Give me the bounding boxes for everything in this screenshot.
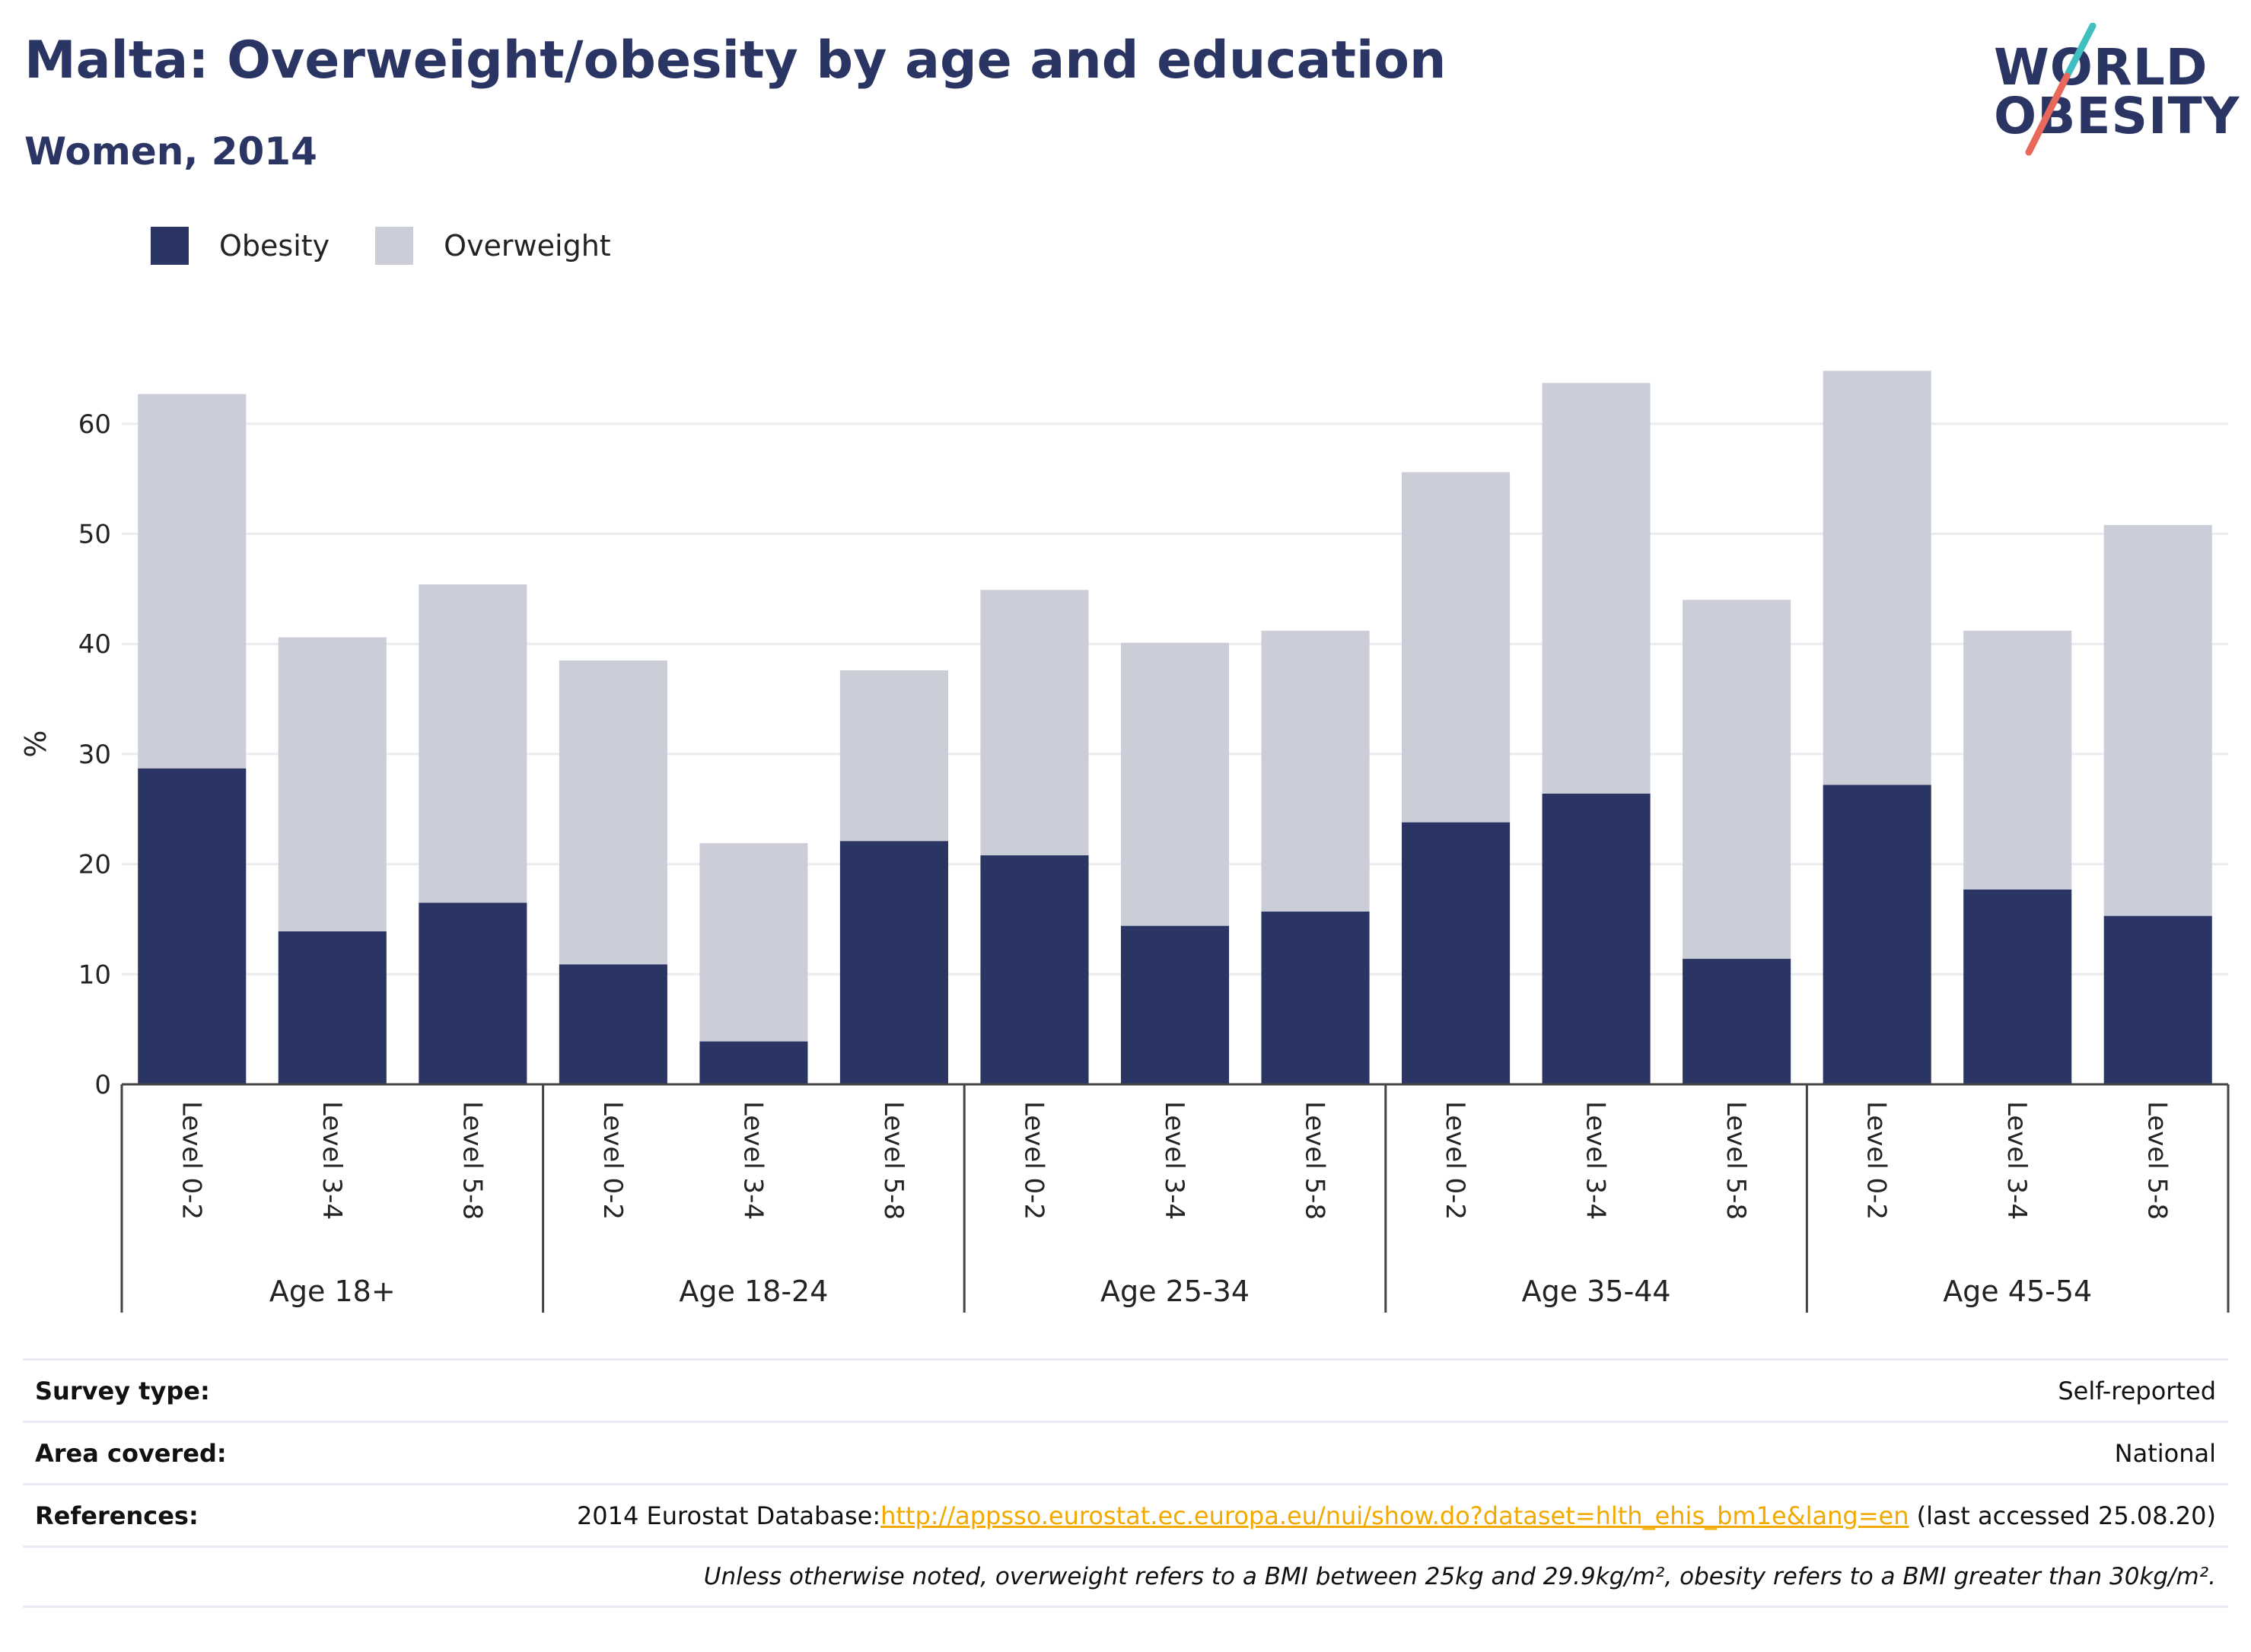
bar-overweight[interactable] [2103, 524, 2212, 916]
references-label: References: [35, 1501, 199, 1530]
bar-obesity[interactable] [2103, 915, 2212, 1084]
chart-title: Malta: Overweight/obesity by age and edu… [24, 30, 1447, 91]
bar-obesity[interactable] [1120, 925, 1230, 1084]
references-link[interactable]: http://appsso.eurostat.ec.europa.eu/nui/… [880, 1501, 1909, 1530]
bar-obesity[interactable] [1683, 959, 1791, 1084]
x-tick-label: Level 0-2 [1861, 1101, 1892, 1220]
group-label: Age 18-24 [679, 1275, 828, 1308]
bar-obesity[interactable] [839, 841, 948, 1084]
x-tick-label: Level 5-8 [1300, 1101, 1330, 1220]
info-row-references: References: 2014 Eurostat Database:http:… [23, 1483, 2228, 1545]
y-tick-label: 30 [78, 740, 111, 770]
bar-overweight[interactable] [559, 660, 667, 965]
bar-overweight[interactable] [1120, 642, 1230, 926]
legend-label-obesity: Obesity [219, 229, 330, 263]
bar-overweight[interactable] [1683, 600, 1791, 960]
group-label: Age 35-44 [1522, 1275, 1671, 1308]
legend-swatch-overweight [375, 227, 414, 265]
bar-obesity[interactable] [419, 902, 527, 1084]
references-prefix: 2014 Eurostat Database: [576, 1501, 881, 1530]
bar-overweight[interactable] [1542, 383, 1651, 794]
bar-obesity[interactable] [1823, 785, 1931, 1084]
bar-obesity[interactable] [980, 855, 1089, 1084]
x-tick-label: Level 5-8 [878, 1101, 909, 1220]
legend-item-obesity[interactable]: Obesity [151, 227, 330, 265]
x-tick-label: Level 5-8 [1721, 1101, 1751, 1220]
bar-obesity[interactable] [138, 768, 247, 1084]
logo-text-world: WORLD [1994, 38, 2208, 97]
bar-obesity[interactable] [1542, 794, 1651, 1084]
bar-obesity[interactable] [278, 931, 387, 1084]
bar-obesity[interactable] [1963, 889, 2072, 1084]
x-tick-label: Level 3-4 [317, 1101, 347, 1220]
bar-overweight[interactable] [1402, 472, 1511, 823]
group-label: Age 18+ [269, 1275, 396, 1308]
legend-label-overweight: Overweight [444, 229, 611, 263]
bar-overweight[interactable] [980, 590, 1089, 856]
axes: 0 10 20 30 40 50 60 Level 0-2 Level 3-4 Level 5-8… [78, 409, 2230, 1313]
x-tick-label: Level 5-8 [2142, 1101, 2173, 1220]
info-row-area-covered: Area covered: National [23, 1421, 2228, 1483]
group-label: Age 45-54 [1943, 1275, 2092, 1308]
legend-swatch-obesity [151, 227, 189, 265]
legend-item-overweight[interactable]: Overweight [375, 227, 611, 265]
y-axis-title: % [19, 730, 53, 757]
world-obesity-logo: WORLD OBESITY [1979, 23, 2239, 160]
info-table: Survey type: Self-reported Area covered:… [23, 1358, 2228, 1608]
bar-overweight[interactable] [1823, 371, 1931, 785]
bar-obesity[interactable] [699, 1041, 808, 1084]
info-row-note: Unless otherwise noted, overweight refer… [23, 1545, 2228, 1608]
area-covered-value: National [2114, 1438, 2216, 1468]
y-tick-label: 60 [78, 409, 111, 440]
group-label: Age 25-34 [1100, 1275, 1250, 1308]
x-tick-label: Level 3-4 [2001, 1101, 2032, 1220]
y-tick-label: 40 [78, 629, 111, 660]
survey-type-label: Survey type: [35, 1376, 210, 1405]
bar-overweight[interactable] [1261, 630, 1370, 912]
definition-note: Unless otherwise noted, overweight refer… [703, 1563, 2216, 1590]
y-tick-label: 10 [78, 960, 111, 990]
references-value: 2014 Eurostat Database:http://appsso.eur… [577, 1501, 2216, 1530]
x-tick-label: Level 3-4 [1159, 1101, 1189, 1220]
bar-overweight[interactable] [138, 393, 247, 769]
bar-obesity[interactable] [1261, 911, 1370, 1084]
bar-overweight[interactable] [699, 843, 808, 1042]
bar-obesity[interactable] [1402, 822, 1511, 1084]
bar-overweight[interactable] [419, 584, 527, 903]
chart-legend: Obesity Overweight [151, 227, 657, 265]
area-covered-label: Area covered: [35, 1438, 227, 1468]
x-tick-label: Level 0-2 [176, 1101, 206, 1220]
bar-overweight[interactable] [1963, 630, 2072, 890]
bar-overweight[interactable] [278, 637, 387, 931]
references-suffix: (last accessed 25.08.20) [1909, 1501, 2216, 1530]
x-tick-label: Level 0-2 [597, 1101, 628, 1220]
bar-overweight[interactable] [839, 670, 948, 842]
info-row-survey-type: Survey type: Self-reported [23, 1358, 2228, 1421]
survey-type-value: Self-reported [2058, 1376, 2216, 1405]
x-tick-label: Level 0-2 [1018, 1101, 1049, 1220]
x-tick-label: Level 3-4 [737, 1101, 768, 1220]
x-tick-label: Level 5-8 [457, 1101, 487, 1220]
y-tick-label: 0 [94, 1070, 111, 1100]
chart-subtitle: Women, 2014 [24, 129, 317, 173]
bars [138, 371, 2212, 1084]
bar-obesity[interactable] [559, 964, 667, 1084]
logo-slash-icon [2025, 23, 2097, 156]
x-tick-label: Level 3-4 [1581, 1101, 1611, 1220]
y-tick-label: 20 [78, 850, 111, 880]
bar-chart: 0 10 20 30 40 50 60 Level 0-2 Level 3-4 Level 5-8… [19, 371, 2230, 1313]
y-tick-label: 50 [78, 520, 111, 550]
x-tick-label: Level 0-2 [1440, 1101, 1470, 1220]
